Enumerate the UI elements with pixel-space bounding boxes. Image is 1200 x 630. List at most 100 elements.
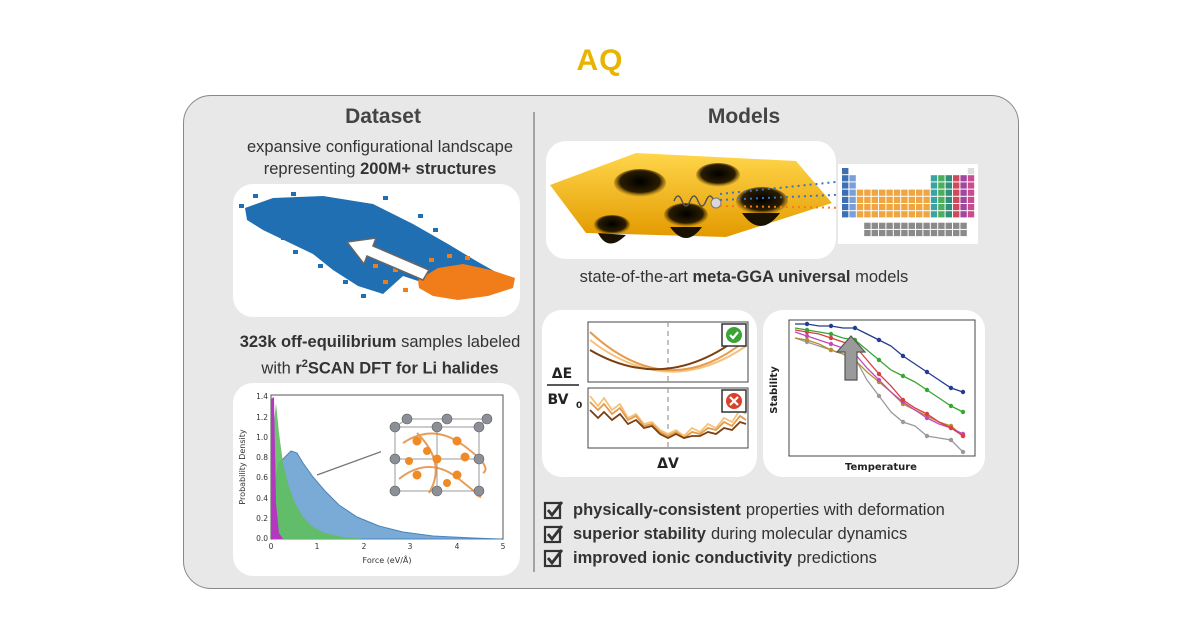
dataset-caption-pre: representing <box>263 160 356 178</box>
energy-well <box>594 215 630 235</box>
panel-divider <box>533 112 535 572</box>
element-cell <box>945 204 952 211</box>
dataset-caption-sup: 2 <box>301 358 308 370</box>
models-caption: state-of-the-art meta-GGA universal mode… <box>544 266 944 288</box>
element-cell <box>967 168 975 175</box>
element-cell <box>879 211 886 218</box>
feature-item-1: physically-consistent properties with de… <box>543 498 945 522</box>
x-tick: 0 <box>269 542 274 551</box>
dataset-caption-bottom: 323k off-equilibrium samples labeled wit… <box>190 331 570 380</box>
y-tick: 1.2 <box>256 413 268 422</box>
energy-well <box>696 163 740 187</box>
well-bottom <box>742 213 780 226</box>
x-tick: 1 <box>315 542 320 551</box>
delta-v-label: ΔV <box>657 456 679 472</box>
element-cell <box>930 204 938 211</box>
element-cell <box>930 196 938 203</box>
y-tick: 0.2 <box>256 514 268 523</box>
element-cell <box>856 196 864 203</box>
periodic-table-card <box>838 164 978 244</box>
y-tick: 0.0 <box>256 534 268 543</box>
element-cell <box>849 211 856 218</box>
stability-frame <box>788 319 976 457</box>
element-cell <box>849 182 856 189</box>
element-cell <box>938 229 945 237</box>
feature-bold: physically-consistent <box>573 500 741 519</box>
crystal-structure-icon <box>381 411 493 503</box>
energy-landscape-surface <box>550 153 832 244</box>
element-cell <box>886 229 893 237</box>
element-cell <box>938 222 945 229</box>
dataset-caption-line3: 323k off-equilibrium samples labeled <box>190 331 570 353</box>
element-cell <box>886 189 893 196</box>
element-cell <box>871 204 878 211</box>
element-cell <box>893 211 901 218</box>
force-x-label: Force (eV/Å) <box>363 554 412 565</box>
y-tick: 1.0 <box>256 433 268 442</box>
periodic-table-icon <box>842 168 975 237</box>
element-cell <box>842 211 849 218</box>
element-cell <box>842 168 849 175</box>
element-cell <box>886 222 893 229</box>
checkbox-icon <box>543 549 564 568</box>
dataset-caption-line2: representing 200M+ structures <box>200 158 560 180</box>
bad-curve-mid <box>589 401 747 440</box>
y-tick: 0.4 <box>256 494 268 503</box>
element-cell <box>938 175 945 182</box>
element-cell <box>879 204 886 211</box>
element-cell <box>893 189 901 196</box>
magenta-force-distribution <box>271 397 283 539</box>
element-cell <box>953 204 960 211</box>
element-cell <box>945 222 952 229</box>
element-cell <box>960 229 967 237</box>
element-cell <box>908 196 915 203</box>
element-cell <box>960 189 967 196</box>
element-cell <box>864 196 871 203</box>
element-cell <box>953 189 960 196</box>
element-cell <box>856 204 864 211</box>
dataset-caption-bold3: SCAN DFT for Li halides <box>307 359 499 378</box>
element-cell <box>953 229 960 237</box>
element-cell <box>856 211 864 218</box>
element-cell <box>849 175 856 182</box>
element-cell <box>930 222 938 229</box>
element-cell <box>953 175 960 182</box>
good-curve-mid <box>589 331 747 371</box>
y-tick: 1.4 <box>256 392 268 401</box>
element-cell <box>901 229 908 237</box>
element-cell <box>923 222 930 229</box>
element-cell <box>916 211 923 218</box>
element-cell <box>864 204 871 211</box>
element-cell <box>930 182 938 189</box>
element-cell <box>953 222 960 229</box>
element-cell <box>923 229 930 237</box>
force-distribution-card: 0.0 0.2 0.4 0.6 0.8 1.0 1.2 1.4 0 1 2 3 … <box>233 383 520 576</box>
checkbox-icon <box>543 525 564 544</box>
x-tick: 4 <box>455 542 460 551</box>
element-cell <box>953 196 960 203</box>
force-distribution-plot: 0.0 0.2 0.4 0.6 0.8 1.0 1.2 1.4 0 1 2 3 … <box>238 392 506 565</box>
element-cell <box>893 222 901 229</box>
element-cell <box>945 182 952 189</box>
feature-item-3: improved ionic conductivity predictions <box>543 546 877 570</box>
element-cell <box>864 229 871 237</box>
dataset-heading: Dataset <box>345 105 421 128</box>
element-cell <box>879 196 886 203</box>
element-cell <box>908 229 915 237</box>
element-cell <box>893 229 901 237</box>
models-heading: Models <box>707 105 781 128</box>
configuration-scatter-plot <box>239 192 515 300</box>
element-cell <box>842 196 849 203</box>
element-cell <box>901 211 908 218</box>
dataset-caption-bold: 200M+ structures <box>360 160 497 178</box>
element-cell <box>938 204 945 211</box>
element-cell <box>960 196 967 203</box>
atom-marker <box>710 197 722 209</box>
element-cell <box>930 189 938 196</box>
trajectory-wave <box>673 195 715 207</box>
bad-curve-light <box>589 395 747 438</box>
blue-force-distribution <box>272 450 502 540</box>
element-cell <box>938 189 945 196</box>
element-cell <box>916 204 923 211</box>
dataset-caption-line1: expansive configurational landscape <box>246 138 513 156</box>
